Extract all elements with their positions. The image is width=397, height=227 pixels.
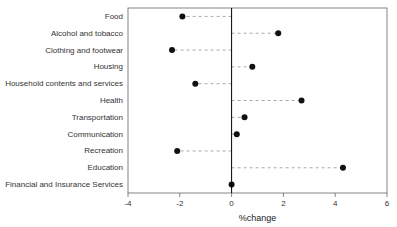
category-label: Housing [94,62,123,71]
dot [242,114,248,120]
x-tick [179,193,180,197]
x-tick [283,193,284,197]
x-tick-label: 0 [229,199,234,208]
marks [169,8,346,193]
stem [172,50,232,51]
category-label: Alcohol and tobacco [51,29,124,38]
x-axis-title: %change [239,213,277,223]
x-tick-label: -2 [176,199,184,208]
category-label: Recreation [84,146,123,155]
category-label: Clothing and footwear [45,46,123,55]
stem [232,33,279,34]
x-tick [335,193,336,197]
plot-frame [128,8,387,193]
x-tick-label: 6 [385,199,390,208]
dot [340,165,346,171]
category-label: Education [87,163,123,172]
category-label: Household contents and services [5,79,123,88]
x-axis: -4 -2 0 2 4 6 [124,193,389,208]
stem [182,16,231,17]
category-label: Health [100,96,123,105]
stem [177,150,231,151]
zero-line [231,8,232,193]
dot [249,64,255,70]
dot [169,47,175,53]
dot [275,30,281,36]
category-label: Transportation [72,113,123,122]
category-label: Financial and Insurance Services [5,180,123,189]
stem [232,100,302,101]
dot [174,148,180,154]
chart: Financial and Insurance Services Educatio… [0,0,397,227]
x-tick-label: -4 [124,199,132,208]
y-axis-labels: Financial and Insurance Services Educatio… [5,12,123,189]
x-tick-label: 2 [281,199,286,208]
dot [179,13,185,19]
x-tick [128,193,129,197]
category-label: Communication [67,130,123,139]
category-label: Food [105,12,123,21]
stem [232,167,343,168]
stem [232,66,253,67]
dot [234,131,240,137]
x-tick [231,193,232,197]
dot [299,98,305,104]
dot [192,81,198,87]
stem [195,83,231,84]
x-tick [387,193,388,197]
x-tick-label: 4 [333,199,338,208]
